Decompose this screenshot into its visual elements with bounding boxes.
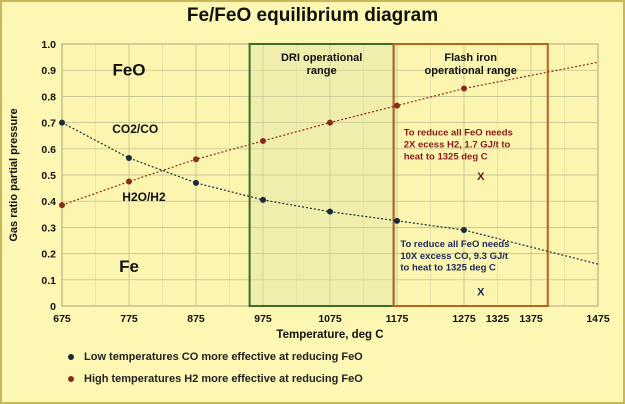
legend-label-co: Low temperatures CO more effective at re… [84,351,363,363]
x-tick-label: 1475 [586,313,610,325]
x-tick-label: 1175 [386,313,409,325]
co-note-line3: to heat to 1325 deg C [400,263,496,274]
h2-marker-x: X [477,171,485,183]
data-point-h2o-h2 [193,156,199,163]
data-point-co2-co [260,196,266,203]
data-point-h2o-h2 [461,85,467,92]
y-tick-label: 0.7 [41,118,56,130]
data-point-co2-co [394,217,400,224]
x-tick-label: 675 [53,313,71,325]
legend-marker-co [68,354,74,360]
x-tick-label: 1375 [519,313,543,325]
x-tick-label: 1275 [452,313,476,325]
chart-title: Fe/FeO equilibrium diagram [186,5,439,26]
h2-note-line3: heat to 1325 deg C [404,151,488,162]
y-tick-label: 0.8 [41,91,56,103]
region-label-flash-line1: Flash iron [444,52,497,64]
y-tick-label: 0.1 [41,275,56,287]
y-tick-label: 0.6 [41,144,56,156]
data-point-co2-co [126,154,132,161]
x-axis-label: Temperature, deg C [276,329,383,341]
region-label-flash-line2: operational range [425,65,517,77]
y-tick-label: 0.3 [41,222,56,234]
legend-item-co: Low temperatures CO more effective at re… [68,351,363,363]
series-line-co2-co [61,122,599,265]
co-note-line2: 10X excess CO, 9.3 GJ/t [400,251,509,262]
region-label-feo: FeO [112,60,145,79]
region-dri [248,43,395,307]
region-label-fe: Fe [119,257,139,276]
data-point-h2o-h2 [394,102,400,109]
legend-label-h2: High temperatures H2 more effective at r… [84,373,363,385]
legend-item-h2: High temperatures H2 more effective at r… [68,373,363,385]
y-axis-label: Gas ratio partial pressure [8,108,20,241]
y-tick-label: 0 [50,301,56,313]
x-tick-label: 875 [187,313,205,325]
x-tick-label-extra: 1325 [486,313,510,325]
co-note-line1: To reduce all FeO needs [400,239,509,250]
data-point-h2o-h2 [59,202,65,209]
co-marker-x: X [477,287,485,299]
y-tick-label: 0.4 [41,196,56,208]
x-tick-label: 775 [120,313,138,325]
region-flash-iron [392,43,549,307]
x-tick-label: 1075 [318,313,342,325]
data-point-co2-co [327,208,333,215]
data-point-h2o-h2 [327,119,333,126]
series-label-co2-co: CO2/CO [112,122,158,136]
region-label-dri-line1: DRI operational [281,52,362,64]
legend-marker-h2 [68,376,74,382]
region-label-dri-line2: range [307,65,337,77]
data-point-h2o-h2 [260,137,266,144]
data-point-co2-co [59,119,65,126]
series-line-h2o-h2 [61,61,599,206]
y-tick-label: 0.2 [41,249,56,261]
y-tick-label: 1.0 [41,39,56,51]
data-point-co2-co [461,227,467,234]
data-point-h2o-h2 [126,178,132,185]
y-tick-label: 0.9 [41,65,56,77]
h2-note-line2: 2X ecess H2, 1.7 GJ/t to [404,139,511,150]
y-tick-label: 0.5 [41,170,56,182]
data-point-co2-co [193,179,199,186]
series-label-h2o-h2: H2O/H2 [122,190,166,204]
h2-note-line1: To reduce all FeO needs [404,128,513,139]
x-tick-label: 975 [254,313,272,325]
